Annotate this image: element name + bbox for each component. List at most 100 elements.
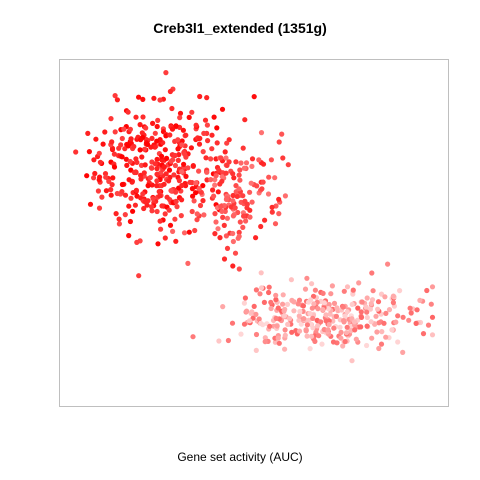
data-point <box>240 224 246 230</box>
data-point <box>282 346 288 352</box>
data-point <box>331 300 338 306</box>
data-point <box>209 146 215 152</box>
data-point <box>166 167 173 173</box>
data-point <box>266 174 272 180</box>
data-point <box>262 217 268 223</box>
data-point <box>212 211 218 217</box>
data-point <box>137 147 143 153</box>
data-point <box>192 227 198 234</box>
data-point <box>240 193 246 199</box>
data-point <box>108 192 114 198</box>
data-point <box>328 291 334 297</box>
data-point <box>179 182 185 189</box>
data-point <box>197 202 204 209</box>
data-point <box>173 123 179 129</box>
data-point <box>350 287 356 293</box>
data-point <box>111 164 118 170</box>
data-point <box>310 293 317 299</box>
data-point <box>301 316 307 322</box>
data-point <box>212 177 218 183</box>
data-point <box>216 167 222 173</box>
points-layer <box>73 70 436 364</box>
data-point <box>200 198 206 204</box>
data-point <box>154 166 160 172</box>
data-point <box>180 127 186 133</box>
data-point <box>429 284 436 290</box>
data-point <box>298 321 304 327</box>
data-point <box>139 154 145 160</box>
data-point <box>169 126 176 132</box>
data-point <box>300 303 306 309</box>
data-point <box>124 162 130 168</box>
data-point <box>307 346 313 352</box>
data-point <box>225 337 231 344</box>
data-point <box>156 189 162 195</box>
data-point <box>201 212 207 218</box>
data-point <box>249 163 255 169</box>
data-point <box>196 141 203 147</box>
data-point <box>243 160 250 166</box>
data-point <box>127 126 133 132</box>
data-point <box>353 336 359 342</box>
data-point <box>183 132 189 138</box>
data-point <box>108 187 114 193</box>
data-point <box>253 331 260 338</box>
data-point <box>385 261 391 267</box>
data-point <box>209 132 215 138</box>
data-point <box>304 322 310 328</box>
data-point <box>142 199 148 205</box>
data-point <box>424 287 430 294</box>
data-point <box>376 345 382 352</box>
data-point <box>308 297 314 303</box>
data-point <box>230 263 236 269</box>
data-point <box>425 322 432 328</box>
data-point <box>359 299 365 305</box>
data-point <box>269 209 275 215</box>
data-point <box>342 313 348 319</box>
data-point <box>390 300 396 306</box>
data-point <box>325 306 331 312</box>
data-point <box>230 230 236 237</box>
data-point <box>251 303 257 309</box>
data-point <box>181 230 188 236</box>
data-point <box>116 221 122 227</box>
data-point <box>119 181 125 188</box>
data-point <box>122 192 129 198</box>
data-point <box>308 333 315 339</box>
data-point <box>127 218 133 225</box>
data-point <box>96 150 102 156</box>
data-point <box>176 178 182 184</box>
data-point <box>253 311 259 317</box>
data-point <box>279 131 285 137</box>
data-point <box>154 208 160 215</box>
data-point <box>249 156 256 162</box>
data-point <box>296 297 303 303</box>
data-point <box>106 178 112 184</box>
data-point <box>152 144 158 150</box>
data-point <box>315 323 321 329</box>
data-point <box>134 239 140 245</box>
data-point <box>272 339 278 345</box>
data-point <box>373 313 379 319</box>
data-point <box>123 156 129 162</box>
data-point <box>103 188 109 194</box>
data-point <box>210 187 216 193</box>
data-point <box>73 149 79 155</box>
plot-frame <box>59 59 449 407</box>
data-point <box>219 174 225 180</box>
data-point <box>157 97 163 103</box>
data-point <box>219 208 225 214</box>
data-point <box>407 305 413 311</box>
data-point <box>262 335 268 341</box>
data-point <box>202 117 209 123</box>
data-point <box>250 315 256 321</box>
data-point <box>230 192 236 199</box>
data-point <box>201 130 207 136</box>
data-point <box>223 196 229 202</box>
data-point <box>323 318 329 324</box>
data-point <box>428 301 434 307</box>
data-point <box>395 313 401 319</box>
data-point <box>381 320 387 326</box>
data-point <box>154 123 160 130</box>
data-point <box>182 151 188 157</box>
